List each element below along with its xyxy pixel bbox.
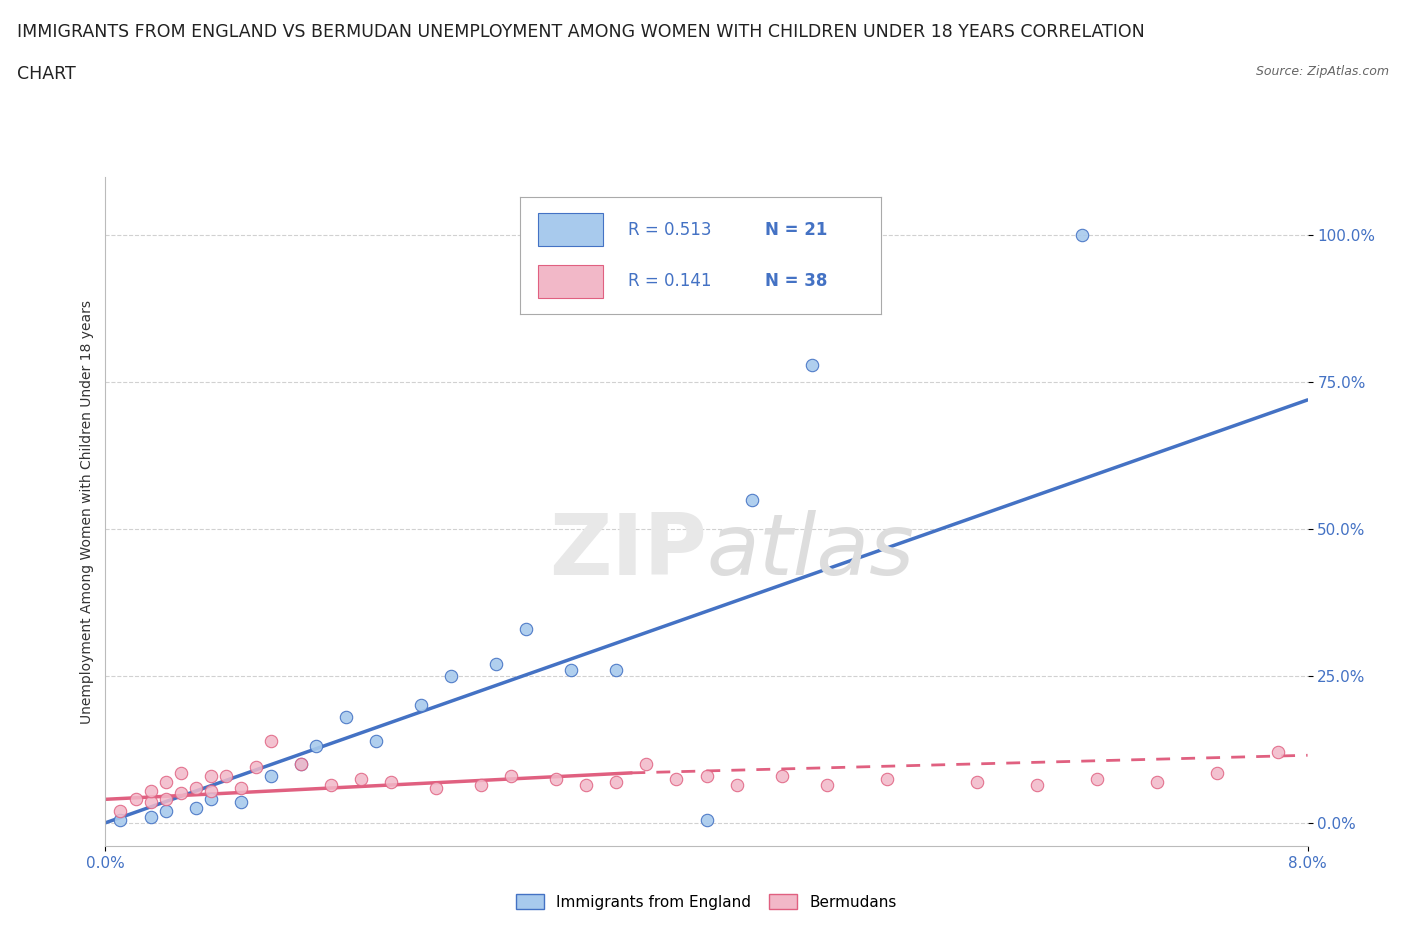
Point	[260, 733, 283, 748]
Point	[876, 771, 898, 786]
Point	[169, 765, 191, 780]
Point	[229, 780, 252, 795]
Point	[1026, 777, 1049, 792]
Point	[319, 777, 342, 792]
Text: ZIP: ZIP	[548, 511, 707, 593]
Point	[815, 777, 838, 792]
Point	[214, 768, 236, 783]
Text: CHART: CHART	[17, 65, 76, 83]
Point	[139, 809, 162, 824]
Point	[560, 663, 582, 678]
Point	[470, 777, 492, 792]
Point	[350, 771, 373, 786]
Point	[1071, 228, 1094, 243]
Point	[260, 768, 283, 783]
Point	[501, 768, 523, 783]
Point	[110, 813, 132, 828]
Point	[290, 757, 312, 772]
Point	[1267, 745, 1289, 760]
Point	[200, 783, 222, 798]
Point	[1085, 771, 1108, 786]
Legend: Immigrants from England, Bermudans: Immigrants from England, Bermudans	[510, 887, 903, 916]
Point	[169, 786, 191, 801]
Point	[770, 768, 793, 783]
Text: IMMIGRANTS FROM ENGLAND VS BERMUDAN UNEMPLOYMENT AMONG WOMEN WITH CHILDREN UNDER: IMMIGRANTS FROM ENGLAND VS BERMUDAN UNEM…	[17, 23, 1144, 41]
Point	[605, 663, 627, 678]
Text: Source: ZipAtlas.com: Source: ZipAtlas.com	[1256, 65, 1389, 78]
Point	[110, 804, 132, 818]
Point	[155, 804, 177, 818]
Point	[380, 775, 402, 790]
Point	[139, 783, 162, 798]
Point	[1146, 775, 1168, 790]
Point	[124, 791, 146, 806]
Point	[636, 757, 658, 772]
Point	[184, 801, 207, 816]
Point	[184, 780, 207, 795]
Point	[440, 669, 463, 684]
Point	[364, 733, 387, 748]
Point	[245, 760, 267, 775]
Point	[155, 775, 177, 790]
Text: atlas: atlas	[707, 511, 914, 593]
Point	[335, 710, 357, 724]
Point	[966, 775, 988, 790]
Point	[575, 777, 598, 792]
Point	[696, 768, 718, 783]
Point	[200, 791, 222, 806]
Y-axis label: Unemployment Among Women with Children Under 18 years: Unemployment Among Women with Children U…	[80, 299, 94, 724]
Point	[800, 357, 823, 372]
Point	[425, 780, 447, 795]
Point	[290, 757, 312, 772]
Point	[1206, 765, 1229, 780]
Point	[155, 791, 177, 806]
Point	[485, 657, 508, 671]
Point	[409, 698, 432, 712]
Point	[605, 775, 627, 790]
Point	[741, 492, 763, 507]
Point	[229, 795, 252, 810]
Point	[725, 777, 748, 792]
Point	[665, 771, 688, 786]
Point	[546, 771, 568, 786]
Point	[139, 795, 162, 810]
Point	[200, 768, 222, 783]
Point	[305, 739, 328, 754]
Point	[515, 621, 537, 636]
Point	[696, 813, 718, 828]
